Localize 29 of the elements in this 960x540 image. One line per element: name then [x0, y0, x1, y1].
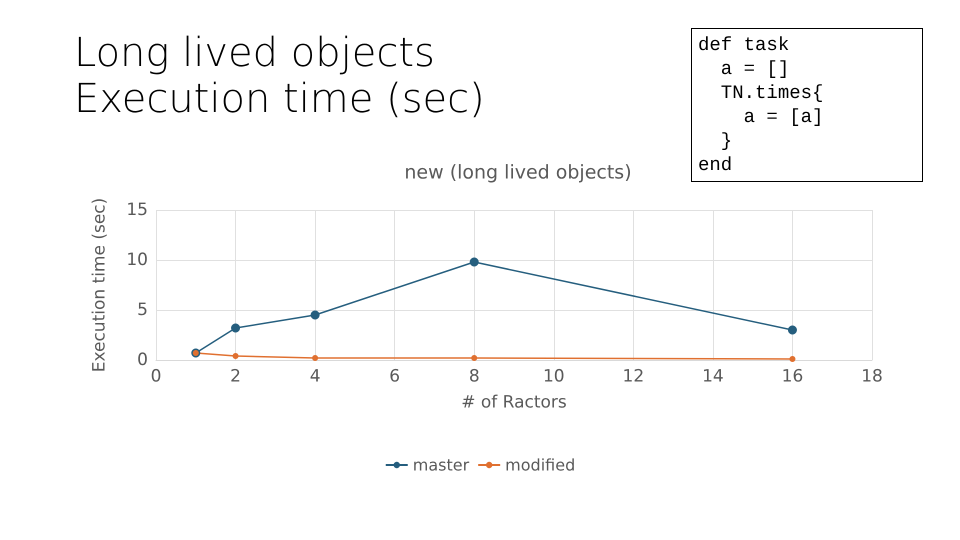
y-tick-label: 0 [137, 350, 148, 370]
chart-title: Long lived objects Execution time (sec) [74, 30, 485, 122]
point [471, 355, 478, 361]
y-tick-label: 15 [126, 200, 148, 220]
x-tick-label: 16 [782, 366, 804, 386]
point [232, 353, 239, 359]
y-tick-label: 10 [126, 250, 148, 270]
point [789, 356, 796, 362]
legend-label: modified [505, 456, 576, 474]
x-axis-title: # of Ractors [461, 392, 567, 412]
y-tick-label: 5 [137, 300, 148, 320]
x-tick-label: 2 [230, 366, 241, 386]
x-tick-label: 12 [622, 366, 644, 386]
x-tick-label: 18 [861, 366, 883, 386]
point [310, 310, 320, 320]
point [788, 326, 797, 334]
chart-subtitle: new (long lived objects) [404, 162, 632, 184]
legend-label: master [412, 456, 470, 474]
x-tick-label: 6 [389, 366, 400, 386]
x-tick-label: 10 [542, 366, 565, 386]
x-tick-label: 4 [310, 366, 321, 386]
x-tick-label: 8 [468, 366, 480, 386]
y-axis-title: Execution time (sec) [90, 198, 110, 372]
point [231, 324, 240, 332]
point [470, 258, 479, 266]
point [312, 355, 318, 361]
x-tick-label: 14 [702, 366, 724, 386]
x-tick-label: 0 [150, 366, 162, 386]
text: def task a = [] TN.times{ a = [a] } end [691, 28, 923, 182]
